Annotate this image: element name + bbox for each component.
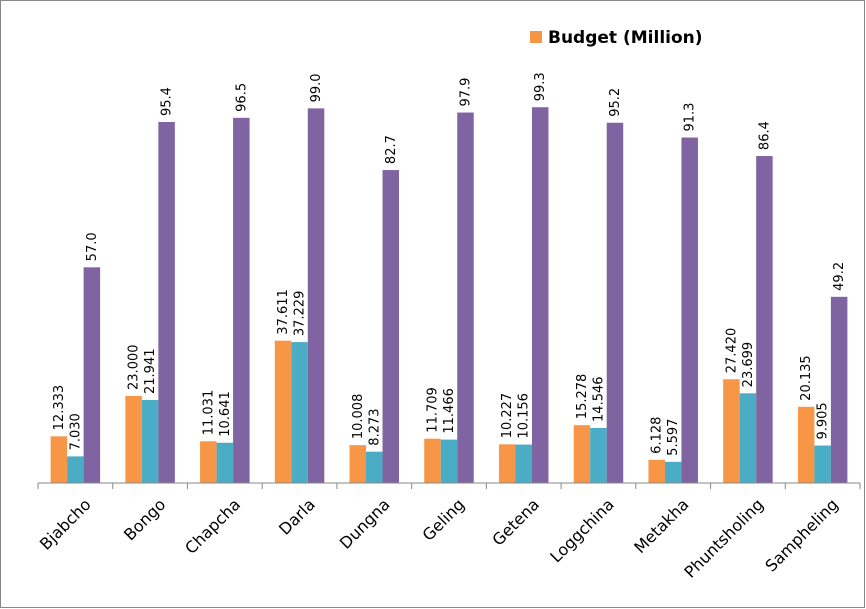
bar	[457, 112, 474, 484]
data-label: 86.4	[757, 121, 772, 150]
data-label: 37.611	[276, 289, 291, 335]
data-label: 11.031	[201, 390, 216, 436]
bar	[739, 393, 757, 483]
bar	[515, 444, 532, 483]
bar	[830, 296, 848, 483]
data-label: 6.128	[650, 417, 665, 454]
bar	[531, 107, 549, 483]
data-label: 10.156	[517, 393, 532, 439]
data-label: 10.008	[351, 394, 366, 440]
data-label: 12.333	[52, 385, 67, 431]
bar	[648, 459, 665, 483]
bar	[274, 340, 292, 483]
bar	[756, 156, 773, 484]
data-label: 27.420	[724, 328, 739, 374]
data-label: 97.9	[459, 78, 474, 107]
data-label: 82.7	[384, 135, 399, 164]
bar	[424, 438, 441, 483]
data-label: 96.5	[234, 83, 249, 112]
bar	[366, 451, 383, 483]
data-label: 99.0	[309, 73, 324, 102]
legend-swatch	[530, 31, 542, 43]
data-label: 8.273	[367, 408, 382, 445]
data-label: 10.227	[500, 393, 515, 439]
bar	[200, 441, 217, 483]
data-label: 11.709	[426, 387, 441, 433]
bar	[307, 108, 325, 483]
bar	[590, 427, 607, 483]
bar	[67, 456, 84, 483]
bar	[573, 425, 591, 483]
data-label: 11.466	[442, 388, 457, 434]
data-label: 95.2	[608, 88, 623, 117]
bar	[291, 342, 308, 483]
data-label: 20.135	[799, 355, 814, 401]
data-label: 91.3	[683, 103, 698, 132]
data-label: 95.4	[160, 87, 175, 116]
bar	[216, 442, 234, 483]
bar	[681, 137, 698, 483]
legend-label: Budget (Million)	[548, 28, 703, 48]
bar	[797, 406, 815, 483]
data-label: 9.905	[816, 402, 831, 439]
data-label: 15.278	[575, 374, 590, 420]
bar	[158, 122, 175, 483]
bar	[50, 436, 68, 483]
bar	[349, 445, 367, 483]
bar	[233, 117, 250, 484]
data-label: 5.597	[666, 419, 681, 456]
bar	[606, 122, 624, 484]
data-label: 57.0	[85, 232, 100, 261]
data-label: 14.546	[591, 376, 606, 422]
bar	[141, 399, 159, 483]
bar	[83, 267, 101, 483]
bar	[440, 439, 458, 483]
data-label: 23.699	[741, 342, 756, 388]
bar	[382, 170, 400, 483]
bar	[125, 395, 142, 483]
bar	[664, 461, 682, 483]
data-label: 99.3	[533, 72, 548, 101]
data-label: 49.2	[832, 262, 847, 291]
bar	[723, 379, 740, 483]
data-label: 21.941	[143, 348, 158, 394]
data-label: 37.229	[293, 291, 308, 337]
data-label: 23.000	[127, 344, 142, 390]
bar	[814, 445, 831, 483]
data-label: 10.641	[218, 391, 233, 437]
data-label: 7.030	[68, 413, 83, 450]
bar	[498, 444, 516, 483]
